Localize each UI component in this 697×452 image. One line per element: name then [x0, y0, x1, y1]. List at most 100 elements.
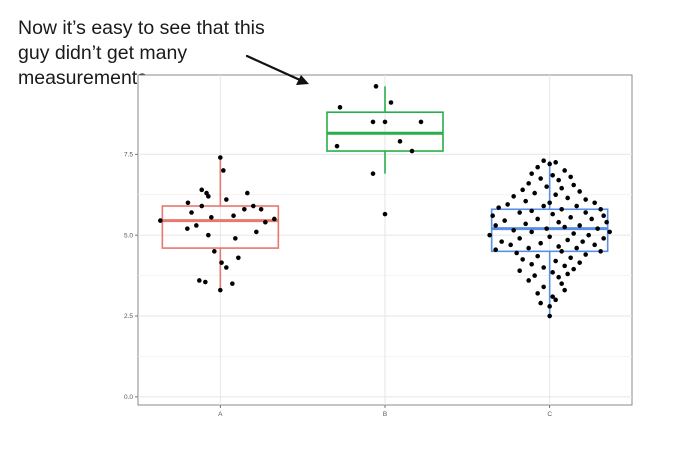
data-point: [526, 181, 531, 186]
data-point: [337, 105, 343, 110]
data-point: [254, 229, 259, 235]
data-point: [553, 160, 558, 165]
data-point: [263, 219, 268, 225]
data-point: [541, 284, 546, 290]
data-point: [562, 263, 567, 269]
data-point: [565, 195, 570, 201]
data-point: [601, 236, 606, 241]
data-point: [595, 226, 600, 231]
arrow-line: [245, 54, 302, 82]
data-point: [493, 247, 498, 253]
data-point: [577, 260, 582, 265]
data-point: [185, 200, 191, 206]
data-point: [496, 205, 501, 210]
arrow-head: [296, 75, 309, 85]
data-point: [547, 313, 552, 319]
data-point: [517, 210, 522, 215]
data-point: [199, 203, 205, 209]
data-point: [242, 206, 247, 212]
data-point: [541, 265, 546, 270]
data-point: [538, 176, 543, 181]
box-a: [161, 157, 280, 291]
y-tick-label: 0.0: [124, 394, 133, 401]
data-point: [203, 279, 208, 285]
data-point: [224, 265, 229, 270]
data-point: [547, 200, 552, 206]
data-point: [607, 229, 612, 235]
data-point: [158, 218, 163, 223]
data-point: [553, 258, 558, 264]
data-point: [499, 239, 504, 244]
data-point: [592, 242, 597, 248]
y-tick-label: 5.0: [124, 232, 133, 239]
data-point: [559, 249, 564, 254]
data-point: [526, 245, 531, 251]
data-point: [230, 281, 235, 286]
data-point: [583, 210, 588, 215]
data-point: [547, 161, 552, 167]
data-point: [526, 278, 531, 283]
data-point: [565, 271, 570, 277]
data-point: [604, 219, 609, 225]
data-point: [547, 234, 552, 240]
data-point: [418, 119, 424, 125]
data-point: [219, 260, 224, 265]
data-point: [231, 213, 236, 219]
data-point: [251, 203, 256, 209]
x-axis: A B C: [218, 405, 552, 418]
data-points: [158, 84, 612, 319]
annotation-text: Now it’s easy to see that this guy didn’…: [18, 17, 265, 89]
data-point: [490, 213, 495, 219]
y-axis: 0.0 2.5 5.0 7.5: [124, 151, 138, 401]
x-tick-label: B: [383, 411, 387, 418]
data-point: [550, 294, 555, 299]
data-point: [571, 182, 576, 188]
data-point: [532, 190, 537, 196]
plot-panel: [137, 74, 633, 406]
data-point: [580, 239, 585, 244]
data-point: [487, 232, 492, 238]
data-point: [212, 249, 217, 254]
data-point: [409, 148, 415, 154]
data-point: [529, 261, 534, 267]
data-point: [517, 236, 522, 241]
data-point: [511, 194, 516, 199]
data-point: [370, 171, 376, 176]
data-point: [586, 232, 591, 238]
data-point: [601, 213, 606, 219]
data-point: [562, 168, 567, 173]
data-point: [532, 273, 537, 278]
x-tick-label: A: [218, 411, 223, 418]
data-point: [218, 155, 223, 160]
data-point: [544, 226, 549, 231]
data-point: [550, 211, 555, 217]
data-point: [559, 281, 564, 286]
data-point: [553, 192, 558, 198]
data-point: [556, 177, 561, 183]
data-point: [189, 210, 194, 215]
data-point: [562, 287, 567, 293]
data-point: [199, 187, 205, 193]
box-b: [326, 86, 444, 174]
data-point: [505, 202, 510, 207]
data-point: [517, 268, 522, 274]
data-point: [197, 278, 202, 283]
data-point: [583, 197, 588, 202]
data-point: [514, 250, 519, 256]
data-point: [206, 232, 211, 238]
data-point: [224, 197, 229, 202]
data-point: [523, 221, 528, 227]
data-point: [502, 218, 507, 223]
data-point: [535, 164, 540, 170]
data-point: [538, 240, 543, 246]
data-point: [577, 223, 582, 228]
data-point: [568, 215, 573, 220]
data-point: [206, 194, 211, 199]
data-point: [493, 223, 498, 228]
box-body: [490, 208, 609, 253]
box-body: [161, 205, 280, 249]
data-point: [508, 242, 513, 248]
data-point: [382, 211, 388, 217]
data-point: [568, 255, 573, 261]
data-point: [520, 257, 525, 262]
